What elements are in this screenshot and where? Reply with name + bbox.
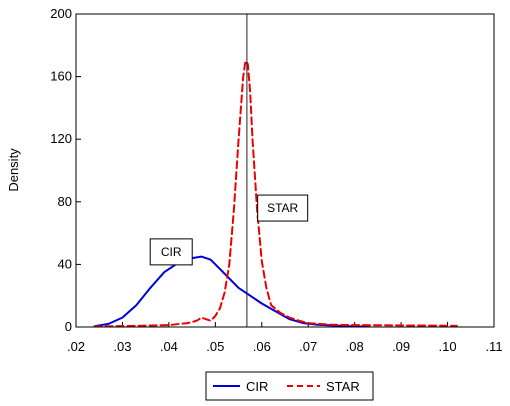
legend-label-cir: CIR [246,379,268,394]
x-tick-label: .06 [253,339,271,354]
x-tick-label: .11 [485,339,502,354]
annotation-label-star: STAR [267,201,298,215]
y-axis-title: Density [6,148,21,192]
series-line-star [93,59,458,328]
y-tick-label: 0 [65,319,72,334]
x-tick-label: .04 [160,339,178,354]
x-tick-label: .02 [67,339,85,354]
x-tick-label: .05 [206,339,224,354]
annotation-box-star [257,194,309,222]
annotation-label-cir: CIR [161,245,182,259]
y-tick-label: 200 [50,6,72,21]
y-tick-label: 120 [50,131,72,146]
x-tick-label: .03 [113,339,131,354]
legend-label-star: STAR [326,379,360,394]
plot-frame [75,13,495,328]
series-line-cir [93,255,370,328]
y-tick-label: 40 [58,256,72,271]
x-tick-label: .09 [392,339,410,354]
y-tick-label: 160 [50,69,72,84]
x-tick-label: .07 [299,339,317,354]
legend: CIR STAR [205,371,374,401]
y-tick-label: 80 [58,194,72,209]
annotation-box-cir [149,238,193,266]
x-tick-label: .10 [439,339,457,354]
x-tick-label: .08 [346,339,364,354]
